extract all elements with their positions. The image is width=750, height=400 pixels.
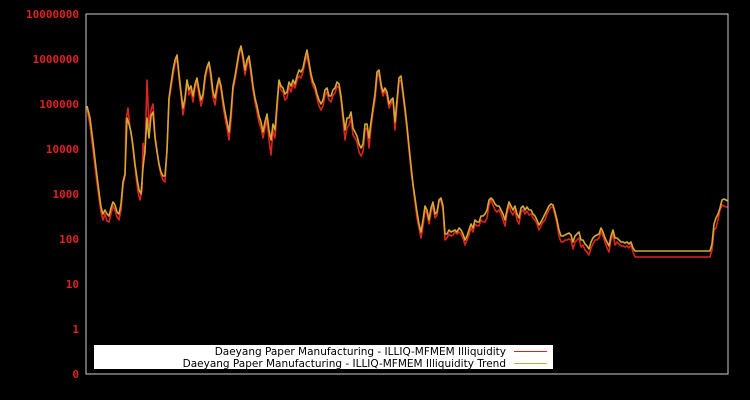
y-tick-label: 100 — [59, 233, 79, 246]
legend-label-illiquidity-trend: Daeyang Paper Manufacturing - ILLIQ-MFME… — [183, 358, 506, 370]
y-tick-label: 1000000 — [33, 53, 79, 66]
plot-frame — [85, 13, 729, 375]
y-tick-label: 0 — [72, 368, 79, 381]
y-tick-label: 10000000 — [26, 8, 79, 21]
y-tick-label: 10000 — [46, 143, 79, 156]
y-tick-label: 100000 — [39, 98, 79, 111]
series-line-illiquidity-trend — [86, 45, 729, 252]
legend: Daeyang Paper Manufacturing - ILLIQ-MFME… — [94, 345, 553, 370]
plot-series — [86, 45, 729, 258]
y-tick-label: 1 — [72, 323, 79, 336]
legend-label-illiquidity: Daeyang Paper Manufacturing - ILLIQ-MFME… — [215, 346, 506, 358]
y-tick-label: 1000 — [53, 188, 80, 201]
legend-box — [94, 345, 553, 369]
y-tick-label: 10 — [66, 278, 79, 291]
